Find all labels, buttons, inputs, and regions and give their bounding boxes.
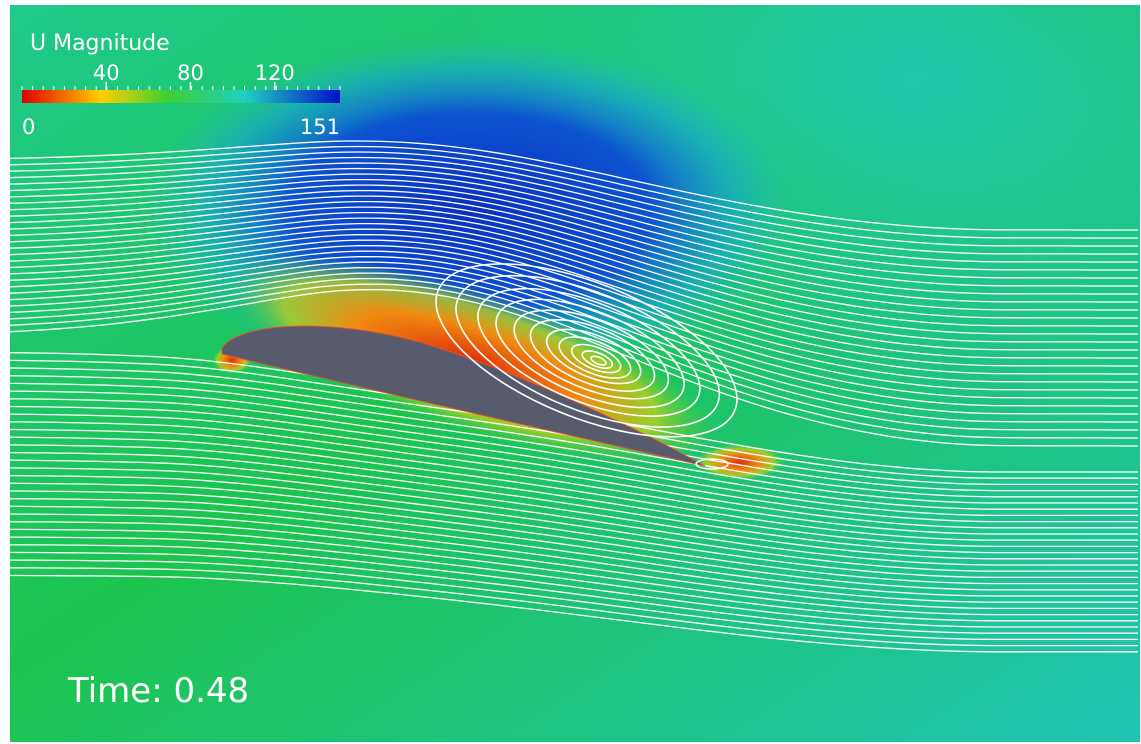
legend-min: 0 — [22, 115, 35, 139]
field — [10, 5, 1140, 742]
legend-max: 151 — [300, 115, 340, 139]
trailing-wake — [695, 444, 785, 480]
render-view: U Magnitude 40 80 120 0 151 Time: 0.48 — [0, 0, 1141, 744]
page: U Magnitude 4080120 0 151 Time: 0.48 (()… — [0, 0, 1141, 744]
tick-label: 120 — [255, 61, 295, 85]
color-bar — [22, 90, 340, 103]
legend-title: U Magnitude — [30, 31, 170, 56]
time-annotation: Time: 0.48 — [67, 671, 249, 711]
tick-label: 80 — [177, 61, 204, 85]
tick-label: 40 — [93, 61, 120, 85]
